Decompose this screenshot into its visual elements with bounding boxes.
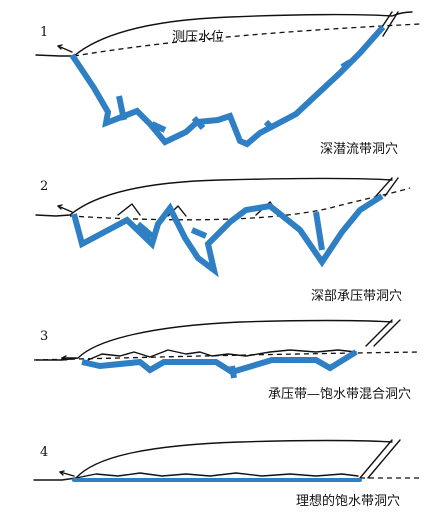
panel-2-ground	[35, 177, 393, 217]
panel-3-cave-branch	[229, 365, 237, 379]
panel-2: 2 深部承压带洞穴	[35, 177, 411, 304]
panel-1-cave-branch	[116, 59, 352, 133]
panel-4: 4 理想的饱水带洞穴	[33, 439, 420, 509]
panel-3-caption: 承压带—饱水带混合洞穴	[268, 387, 411, 402]
panel-4-caption: 理想的饱水带洞穴	[296, 493, 400, 509]
panel-3: 3 承压带—饱水带混合洞穴	[33, 319, 421, 402]
panel-4-ground	[33, 439, 393, 481]
panel-4-number: 4	[40, 445, 48, 460]
panel-1-piezometric-line	[73, 23, 421, 57]
panel-3-ground	[35, 319, 393, 361]
panel-3-number: 3	[40, 329, 48, 344]
panel-2-number: 2	[40, 179, 48, 194]
panel-3-cave-conduit	[81, 349, 358, 376]
panel-2-cave-branch	[136, 211, 325, 251]
panel-1-outflow-arrow	[57, 45, 73, 53]
panel-1-caption: 深潜流带洞穴	[320, 142, 398, 157]
panel-1-cave-conduit	[69, 25, 386, 148]
panel-1-piezometric-label: 测压水位	[172, 30, 224, 45]
panel-2-piezometric-line	[69, 187, 411, 221]
panel-3-cliff	[365, 319, 401, 347]
panel-2-cave-conduit	[71, 193, 384, 278]
panel-4-outflow-arrow	[59, 471, 75, 477]
panel-1: 1 测压水位 深潜流带洞穴	[35, 11, 421, 157]
panel-1-number: 1	[40, 25, 48, 40]
panel-2-caption: 深部承压带洞穴	[311, 289, 402, 304]
panel-2-outflow-arrow	[57, 205, 73, 213]
panel-4-cliff	[359, 439, 401, 479]
panel-2-cliff	[375, 177, 399, 197]
